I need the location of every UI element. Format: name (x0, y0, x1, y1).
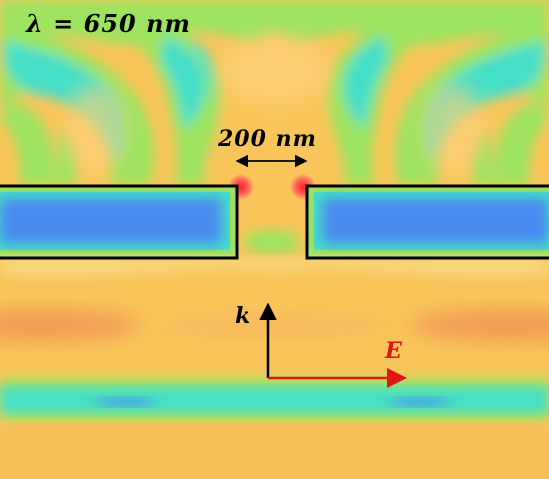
slab-interiors (0, 186, 549, 258)
upper-halos (65, 35, 484, 175)
electric-field-label: E (385, 338, 402, 364)
slit-field-spot (244, 230, 300, 254)
wavelength-label: λ = 650 nm (26, 9, 191, 38)
wave-vector-label: k (235, 303, 251, 329)
right-slab (305, 184, 549, 260)
lower-interference-pattern (0, 258, 549, 479)
slab-outlines (0, 184, 549, 260)
left-slab (0, 184, 239, 260)
gap-width-label: 200 nm (218, 126, 317, 152)
